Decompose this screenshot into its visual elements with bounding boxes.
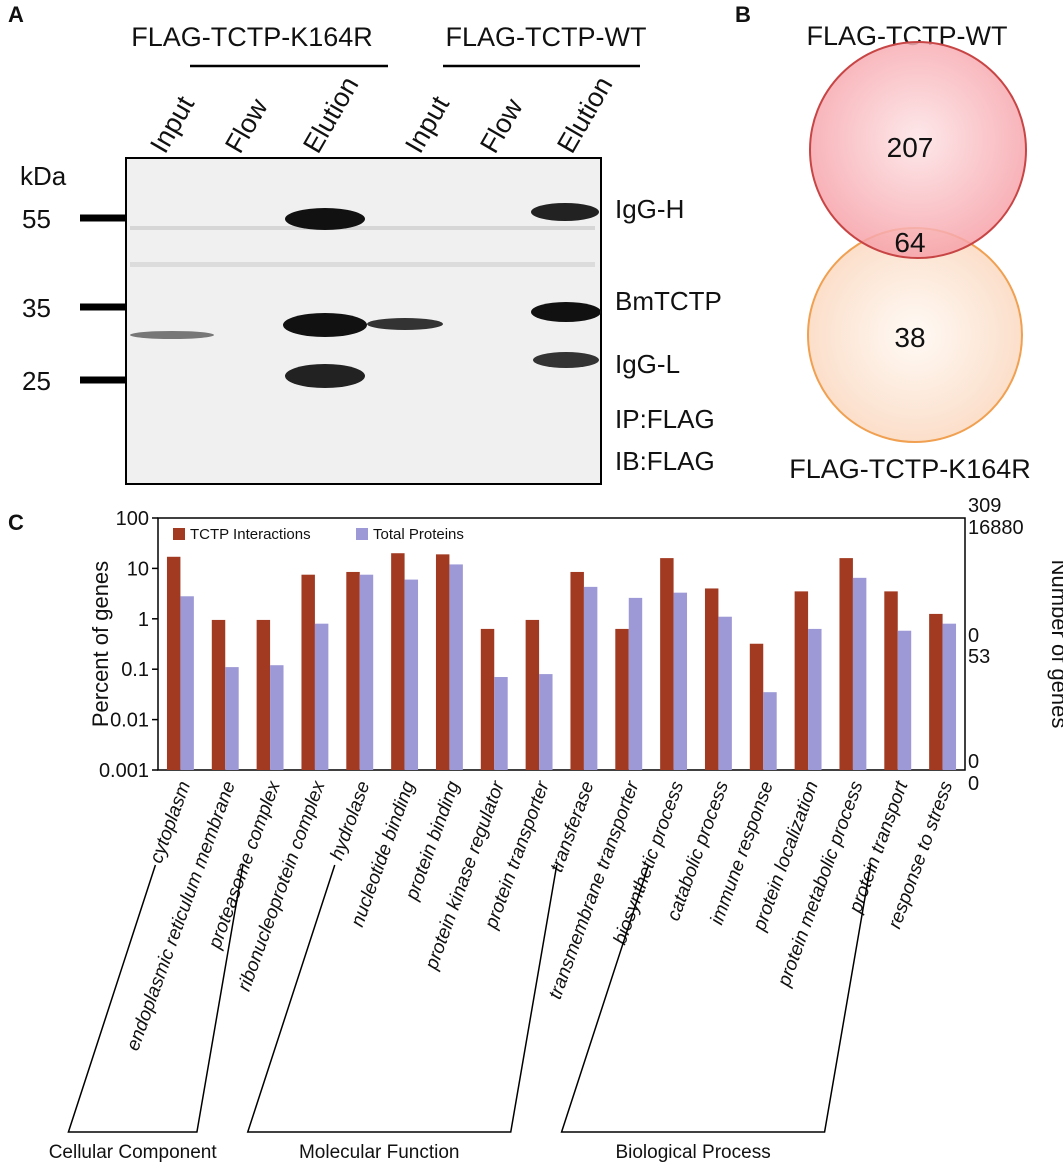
y2-label: 0: [968, 751, 979, 773]
bar: [718, 616, 732, 770]
lane-label: Input: [399, 91, 455, 158]
x-tick-label: cytoplasm: [146, 779, 195, 867]
y2-axis-title: Number of genes: [1047, 560, 1063, 729]
band-label: IgG-L: [615, 349, 680, 379]
bar: [449, 564, 463, 770]
bar: [929, 613, 943, 770]
x-tick-label: ribonucleoprotein complex: [234, 777, 330, 994]
legend-swatch: [173, 528, 185, 540]
bar: [897, 630, 912, 770]
bar: [570, 571, 584, 770]
blot: [125, 157, 602, 485]
legend-label: TCTP Interactions: [190, 526, 311, 543]
group-label: Cellular Component: [49, 1142, 218, 1163]
bar: [628, 597, 643, 770]
bar: [166, 556, 181, 770]
y-axis-title: Percent of genes: [88, 561, 113, 727]
group-bracket: [246, 864, 558, 1133]
y2-label: 16880: [968, 517, 1024, 539]
bar: [211, 619, 226, 770]
bar: [942, 623, 957, 770]
bar: [852, 577, 867, 770]
set-label: FLAG-TCTP-K164R: [789, 454, 1031, 484]
bar: [615, 628, 629, 770]
bar: [660, 558, 674, 770]
bar: [180, 596, 194, 770]
y-tick-label: 0.01: [110, 710, 149, 732]
unit-label: kDa: [20, 161, 67, 191]
venn-count: 38: [894, 322, 925, 353]
bar: [359, 574, 374, 770]
bar: [839, 558, 853, 770]
group-bracket: [560, 864, 872, 1133]
lane-label: Elution: [551, 71, 618, 158]
band-label: IgG-H: [615, 194, 684, 224]
bar: [583, 586, 598, 770]
bar: [525, 619, 540, 770]
ib-label: IB:FLAG: [615, 446, 715, 476]
band-label: BmTCTP: [615, 286, 722, 316]
y-tick-label: 1: [138, 609, 149, 631]
y2-label: 309: [968, 495, 1001, 517]
y-tick-label: 10: [127, 558, 149, 580]
bar: [494, 677, 508, 770]
x-tick-label: transferase: [546, 779, 598, 875]
bar: [480, 628, 495, 770]
ip-label: IP:FLAG: [615, 404, 715, 434]
x-tick-label: hydrolase: [327, 779, 375, 864]
panel-label: C: [8, 510, 24, 535]
venn-circle: [809, 41, 1027, 259]
bar: [808, 628, 822, 770]
y2-label: 53: [968, 646, 990, 668]
plot-frame: [157, 517, 966, 771]
venn-count: 207: [887, 132, 934, 163]
legend-swatch: [356, 528, 368, 540]
y2-label: 0: [968, 625, 979, 647]
bar: [884, 591, 898, 770]
group-label: FLAG-TCTP-K164R: [131, 22, 373, 52]
bar: [539, 674, 553, 770]
marker-label: 25: [22, 366, 51, 396]
y-tick-label: 0.001: [99, 760, 149, 782]
y-tick-label: 0.1: [121, 659, 149, 681]
group-label: Biological Process: [615, 1142, 770, 1163]
marker-label: 55: [22, 204, 51, 234]
panel-label: A: [8, 2, 24, 27]
panel-label: B: [735, 2, 751, 27]
lane-label: Elution: [297, 71, 364, 158]
marker-label: 35: [22, 293, 51, 323]
venn-count: 64: [894, 227, 925, 258]
bar: [435, 554, 450, 770]
legend-label: Total Proteins: [373, 526, 464, 543]
bar: [391, 553, 405, 770]
group-label: FLAG-TCTP-WT: [446, 22, 647, 52]
y2-label: 0: [968, 773, 979, 795]
bar: [225, 667, 239, 770]
group-bracket: [67, 864, 244, 1133]
bar: [704, 588, 719, 770]
bar: [763, 692, 777, 770]
lane-label: Input: [144, 91, 200, 158]
group-label: Molecular Function: [299, 1142, 460, 1163]
bar: [301, 574, 315, 770]
lane-label: Flow: [219, 93, 274, 158]
lane-label: Flow: [474, 93, 529, 158]
bar: [404, 579, 419, 770]
bar: [314, 623, 329, 770]
bar: [794, 591, 809, 770]
y-tick-label: 100: [116, 508, 149, 530]
bar: [749, 643, 764, 770]
bar: [270, 665, 284, 770]
bar: [346, 571, 360, 770]
bar: [256, 619, 271, 770]
bar: [673, 592, 688, 770]
